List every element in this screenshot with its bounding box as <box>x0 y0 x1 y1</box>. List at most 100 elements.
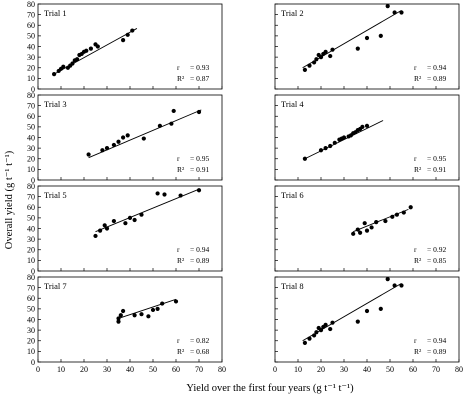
panel-7-xtick-label: 60 <box>172 365 180 374</box>
panel-7-xtick-label: 70 <box>195 365 203 374</box>
panel-6-r2-value: = 0.85 <box>427 256 446 265</box>
panel-7-ytick-label: 60 <box>27 294 35 303</box>
panel-4-data-point <box>328 143 333 149</box>
panel-4-r-label: r <box>414 154 417 163</box>
panel-8-xtick-label: 0 <box>273 365 277 374</box>
panel-1-data-point <box>70 61 75 66</box>
panel-1-data-point <box>130 28 135 33</box>
panel-7-data-point <box>132 313 137 318</box>
panel-4-r-value: = 0.95 <box>427 154 446 163</box>
panel-7-xtick-label: 50 <box>149 365 157 374</box>
panel-7-r2-value: = 0.68 <box>190 347 209 356</box>
panel-8-r2-value: = 0.89 <box>427 347 446 356</box>
panel-6: Trial 6 r = 0.92 R² = 0.85 <box>274 185 460 272</box>
panel-7-data-point <box>118 313 123 318</box>
panel-7-xtick-label: 10 <box>57 365 65 374</box>
panel-7-ytick-label: 0 <box>31 358 35 367</box>
panel-7-ytick-label: 40 <box>27 315 35 324</box>
panel-5-data-point <box>178 193 183 198</box>
panel-1-r-label: r <box>177 63 180 72</box>
panel-7-data-point <box>121 308 126 314</box>
panel-3-ytick-label: 30 <box>27 144 35 153</box>
panel-1-data-point <box>121 38 126 43</box>
panel-8-data-point <box>307 336 312 341</box>
panel-1-ytick-label: 60 <box>27 21 35 30</box>
panel-5-r2-value: = 0.89 <box>190 256 209 265</box>
panel-7-xtick-label: 30 <box>103 365 111 374</box>
panel-1-ytick-label: 30 <box>27 53 35 62</box>
panel-2-data-point <box>330 47 335 52</box>
panel-5-ytick-label: 50 <box>27 214 35 223</box>
panel-7-r-value: = 0.82 <box>190 336 209 345</box>
panel-2-data-point <box>399 10 404 15</box>
panel-2-data-point <box>323 49 328 54</box>
panel-8-data-point <box>385 277 390 282</box>
panel-1-ytick-label: 0 <box>31 85 35 94</box>
panel-8-data-point <box>328 326 333 332</box>
panel-7-r-label: r <box>177 336 180 345</box>
panel-3-r-label: r <box>177 154 180 163</box>
panel-7-xtick-label: 0 <box>36 365 40 374</box>
panel-8-title: Trial 8 <box>281 281 304 291</box>
panel-5-data-point <box>111 218 116 224</box>
panel-2-data-point <box>328 53 333 59</box>
panel-8-data-point <box>392 283 397 288</box>
panel-3-data-point <box>86 152 91 157</box>
panel-5-ytick-label: 60 <box>27 203 35 212</box>
panel-7-data-point <box>150 307 156 313</box>
panel-6-r-value: = 0.92 <box>427 245 446 254</box>
panel-7-data-point <box>146 314 151 319</box>
panel-3-data-point <box>157 123 162 128</box>
panel-3-title: Trial 3 <box>44 99 67 109</box>
panel-5-data-point <box>162 192 167 197</box>
panel-2-data-point <box>392 10 397 15</box>
panel-7-xtick-label: 20 <box>80 365 88 374</box>
panel-5-r2-label: R² <box>177 256 185 265</box>
panel-4-trend-line <box>304 120 384 160</box>
panel-5-title: Trial 5 <box>44 190 67 200</box>
panel-8-data-point <box>302 340 307 345</box>
panel-3-ytick-label: 60 <box>27 112 35 121</box>
panel-2-data-point <box>314 57 319 62</box>
panel-2: Trial 2 r = 0.94 R² = 0.89 <box>274 3 460 90</box>
panel-1-ytick-label: 80 <box>27 0 35 9</box>
panel-3-data-point <box>104 146 110 151</box>
panel-6-r-label: r <box>414 245 417 254</box>
panel-8-data-point <box>314 330 319 335</box>
panel-1-r2-value: = 0.87 <box>190 74 209 83</box>
panel-1-r2-label: R² <box>177 74 185 83</box>
panel-5-frame <box>37 185 223 272</box>
panel-7-data-point <box>139 312 144 317</box>
panel-6-r2-label: R² <box>414 256 422 265</box>
panel-1-data-point <box>75 57 80 62</box>
panel-1-data-point <box>52 72 57 77</box>
panel-7-data-point <box>116 319 121 324</box>
panel-7-ytick-label: 70 <box>27 283 35 292</box>
panel-3-ytick-label: 10 <box>27 165 35 174</box>
panel-1-frame <box>37 3 223 90</box>
panel-3-data-point <box>171 108 176 114</box>
panel-6-data-point <box>401 210 406 215</box>
panel-8: 0 10 20 30 40 50 60 70 80 Trial 8 r = 0.94 R² = 0.89 <box>273 276 463 374</box>
panel-7-ytick-label: 10 <box>27 347 35 356</box>
panel-6-data-point <box>355 227 360 232</box>
panel-5-ytick-label: 30 <box>27 235 35 244</box>
panel-3-ytick-label: 50 <box>27 123 35 132</box>
panel-3-ytick-label: 70 <box>27 101 35 110</box>
panel-7-data-point <box>116 316 121 321</box>
panel-8-r-label: r <box>414 336 417 345</box>
panel-3-r2-value: = 0.91 <box>190 165 209 174</box>
panel-5-data-point <box>98 228 103 233</box>
panel-3-data-point <box>121 135 126 140</box>
panel-1-ytick-label: 20 <box>27 64 35 73</box>
panel-7-data-point <box>173 299 179 304</box>
panel-5-ytick-label: 0 <box>31 267 35 276</box>
panel-3-data-point <box>111 142 116 148</box>
panel-4-data-point <box>332 140 337 145</box>
panel-8-data-point <box>355 319 360 324</box>
panel-5-data-point <box>123 221 128 226</box>
panel-6-data-point <box>390 214 395 219</box>
